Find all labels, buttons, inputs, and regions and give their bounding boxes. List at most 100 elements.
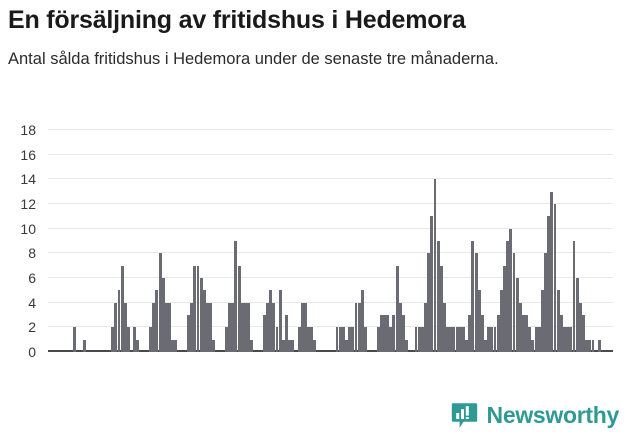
bar [578,302,582,352]
bar [313,339,317,352]
bar [389,327,393,352]
y-axis-tick-label: 18 [20,122,36,138]
bar [266,302,269,352]
bar [544,253,548,352]
y-axis-tick-label: 10 [20,220,36,237]
bar [424,302,427,352]
bar [446,327,450,352]
bar [149,327,153,352]
bar [547,216,551,352]
bar [155,290,159,352]
bar [281,339,285,352]
bar [123,302,127,352]
bar [484,339,487,352]
bar [452,327,456,352]
bar [120,265,124,352]
bar [117,290,121,352]
bar [534,327,538,352]
bar [303,302,307,352]
bar [575,278,579,352]
bar [392,315,396,352]
bar [521,315,525,352]
y-axis-tick-label: 8 [28,245,36,262]
bar [168,302,171,352]
bar [553,204,557,352]
bar [82,339,86,352]
bar [126,327,130,352]
bar [588,339,592,352]
bar [234,241,238,352]
bar [193,265,197,352]
brand-name: Newsworthy [486,402,620,428]
bar [512,253,516,352]
bar [515,278,519,352]
bar [161,278,165,352]
bar [458,327,462,352]
bar [278,290,282,352]
bar [468,315,472,352]
bar-series [48,130,613,352]
bar [433,179,437,352]
bar [559,315,563,352]
bar [307,327,311,352]
bar [442,302,446,352]
bar [439,265,443,352]
bar [209,302,213,352]
bar [465,339,469,352]
bar [379,315,383,352]
y-axis-tick-label: 6 [28,270,36,286]
bar [591,339,595,352]
bar [427,253,431,352]
bar [348,327,352,352]
bar [556,290,560,352]
brand-footer: Newsworthy [451,402,619,429]
y-axis-tick-label: 16 [20,146,36,163]
bar [569,327,573,352]
bar [300,302,304,352]
bar [335,327,339,352]
bar [550,191,554,352]
bar [398,302,402,352]
bar [240,302,244,352]
newsworthy-logo-icon [451,402,478,429]
bar [376,327,380,352]
bar [582,315,585,352]
bar [420,327,424,352]
bar [187,315,190,352]
bar [493,327,497,352]
bar [540,290,544,352]
bar [566,327,570,352]
bar [262,315,266,352]
bar [455,327,459,352]
bar [480,315,484,352]
bar [111,327,115,352]
bar [164,302,168,352]
bar [461,327,465,352]
bar [430,216,434,352]
bar [417,327,421,352]
bar [528,327,532,352]
bar [114,302,118,352]
bar [190,302,194,352]
bar [363,327,367,352]
y-axis-tick-label: 0 [28,344,36,360]
bar [360,290,364,352]
bar [212,339,216,352]
bar [537,327,541,352]
bar [395,265,399,352]
bar [401,315,405,352]
bar [503,265,506,352]
bar [237,265,241,352]
chart-subtitle: Antal sålda fritidshus i Hedemora under … [8,49,499,68]
bar [345,339,348,352]
bar [250,339,254,352]
bar [572,241,576,352]
bar [531,339,535,352]
bar [499,290,503,352]
bar [471,241,475,352]
bar [487,327,491,352]
bar [171,339,175,352]
bar [288,339,292,352]
bar [382,315,386,352]
bar [436,241,440,352]
